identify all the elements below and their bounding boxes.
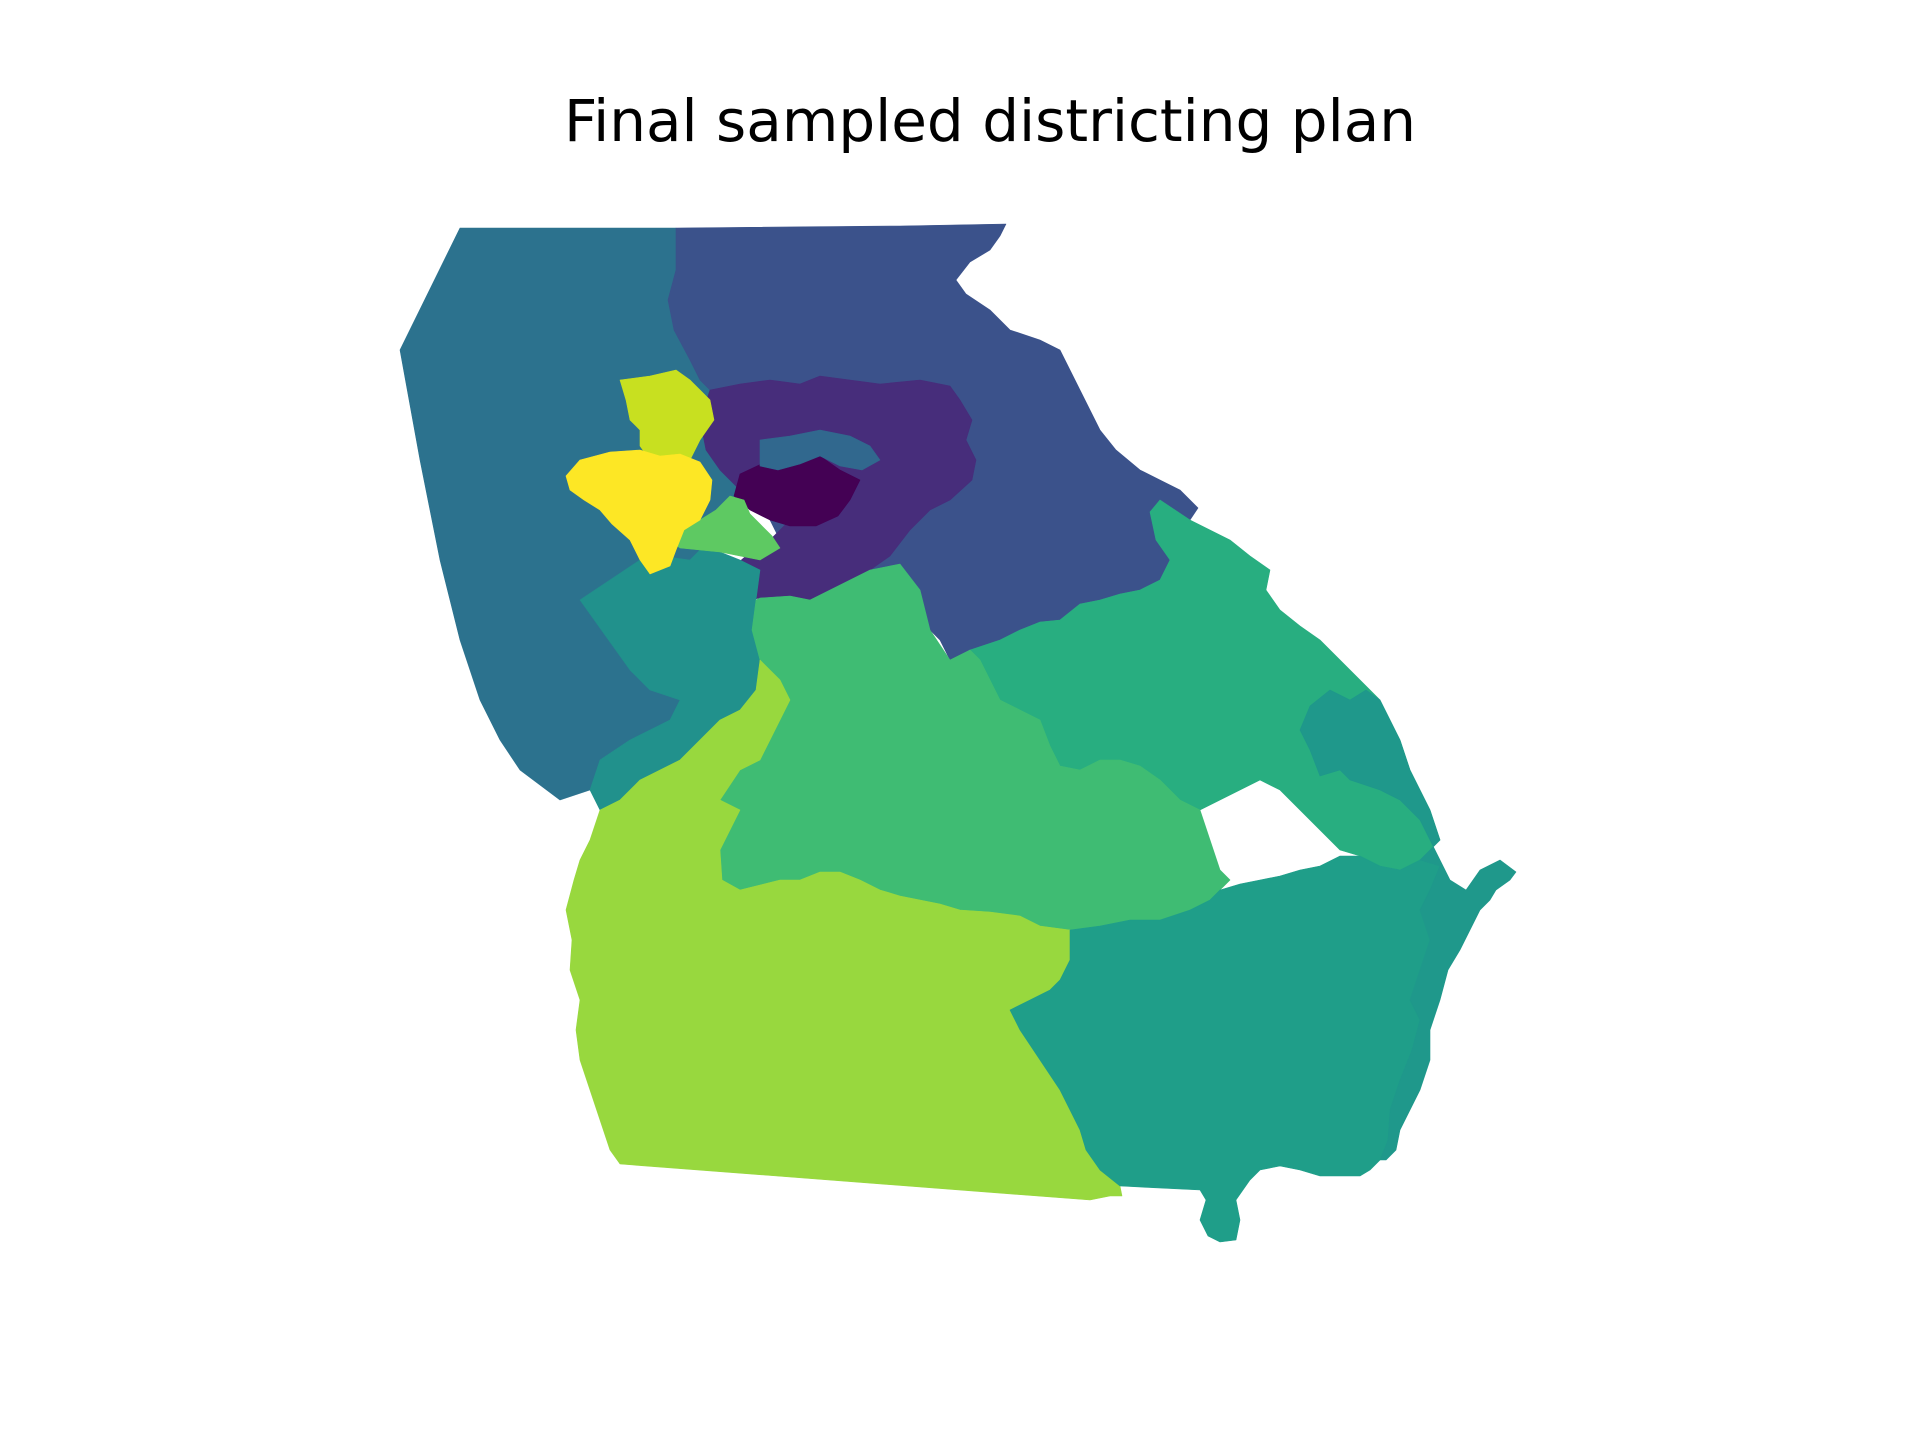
- district-coastal: [1299, 689, 1517, 1161]
- district-metro-sliver: [759, 429, 881, 471]
- district-southeast: [1009, 855, 1441, 1243]
- district-east: [969, 499, 1441, 871]
- district-nw-metro-yellow: [565, 449, 713, 575]
- district-southwest: [565, 659, 1123, 1201]
- chart-title: Final sampled districting plan: [563, 87, 1417, 155]
